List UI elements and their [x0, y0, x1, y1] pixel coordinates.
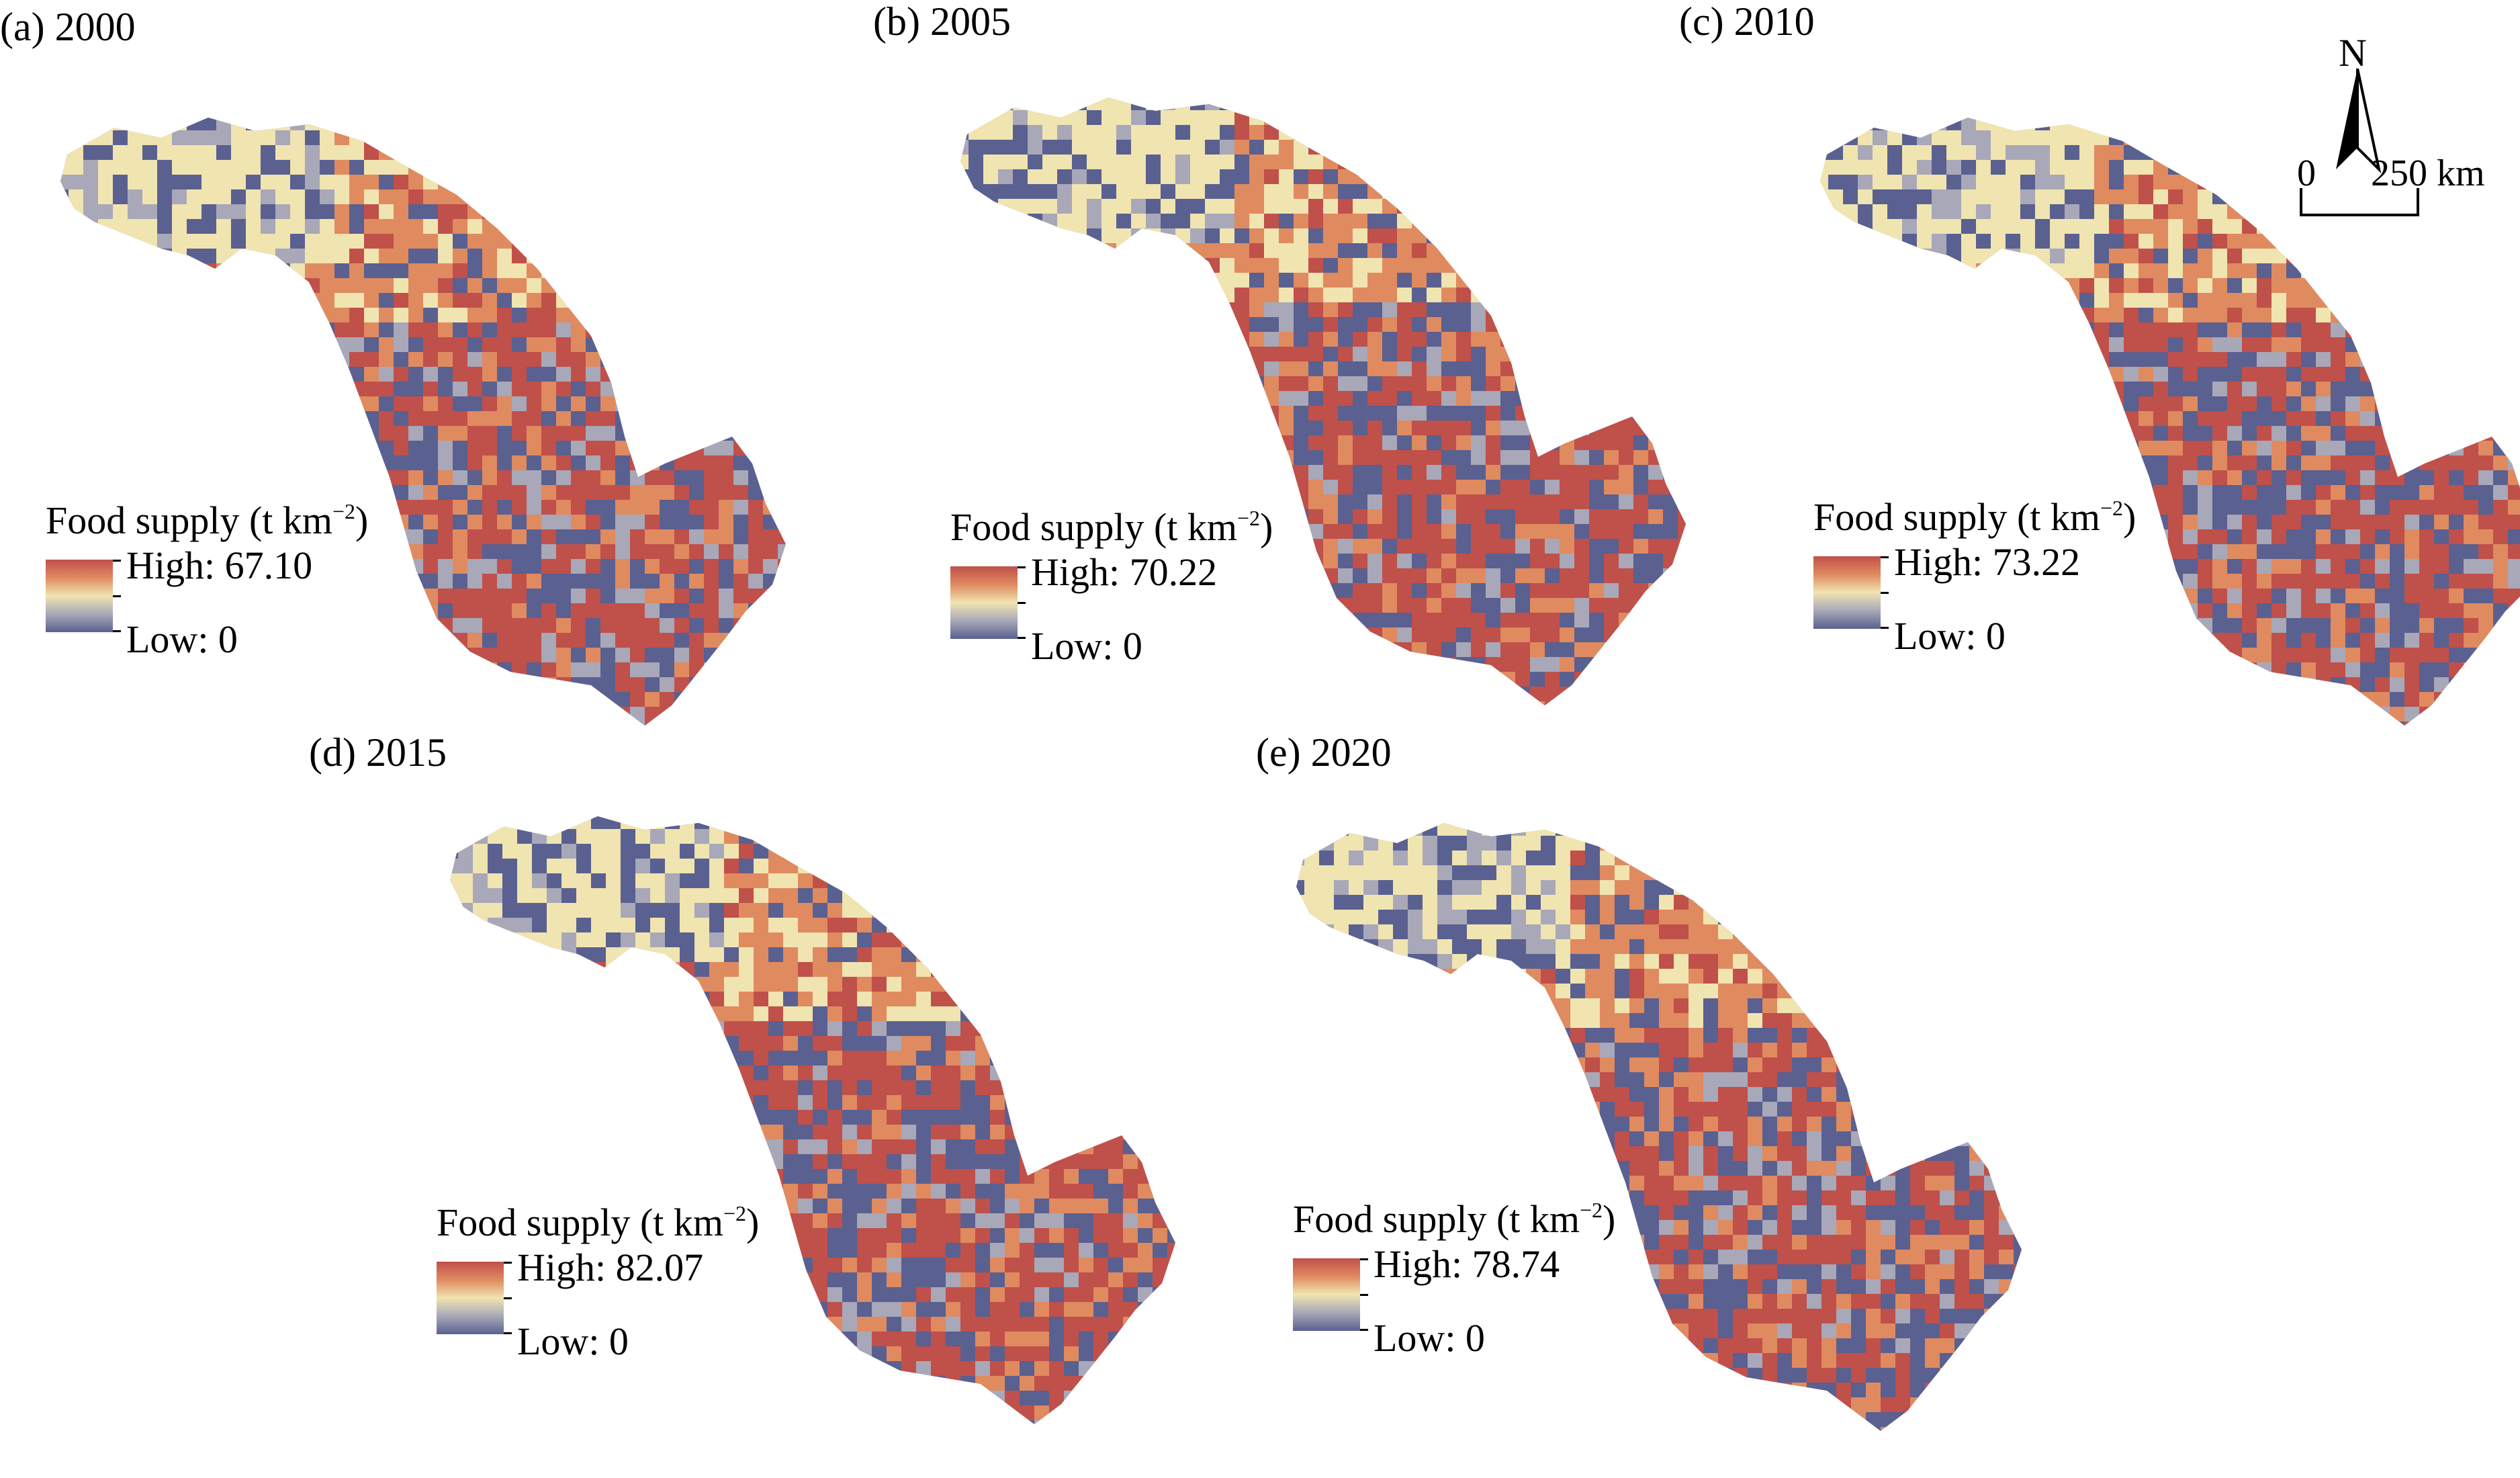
food-supply-map: [1290, 806, 2096, 1478]
legend: Food supply (t km−2) High: 78.74 Low: 0: [1293, 1199, 1763, 1374]
legend-color-ramp: [1293, 1258, 1360, 1331]
legend-tick-mid: [504, 1297, 512, 1299]
legend-high-label: High: 67.10: [126, 546, 312, 585]
legend-color-ramp: [46, 560, 113, 632]
legend-high-label: High: 78.74: [1374, 1245, 1560, 1284]
legend-title: Food supply (t km−2): [1813, 497, 2136, 537]
panel-title: (b) 2005: [873, 1, 1011, 42]
legend-high-label: High: 73.22: [1894, 543, 2080, 582]
legend-tick-low: [1881, 627, 1889, 629]
map-figure: (a) 2000 Food supply (t km−2) High: 67.1…: [0, 0, 2520, 1381]
legend-low-label: Low: 0: [1374, 1319, 1485, 1358]
legend-tick-mid: [1360, 1294, 1368, 1296]
scale-bar: 0 250 km: [2297, 155, 2519, 235]
panel-title: (d) 2015: [309, 732, 447, 773]
legend-title: Food supply (t km−2): [950, 507, 1273, 547]
legend-low-label: Low: 0: [1894, 617, 2006, 656]
legend-tick-high: [1018, 566, 1026, 568]
panel-title: (e) 2020: [1256, 732, 1392, 773]
legend-tick-mid: [1881, 592, 1889, 594]
legend-tick-high: [504, 1262, 512, 1264]
legend-high-label: High: 70.22: [1031, 553, 1217, 592]
legend-tick-mid: [1018, 602, 1026, 604]
legend-tick-high: [1881, 556, 1889, 558]
panel-2000: (a) 2000 Food supply (t km−2) High: 67.1…: [0, 0, 806, 672]
legend: Food supply (t km−2) High: 73.22 Low: 0: [1813, 497, 2284, 672]
legend-color-ramp: [1813, 556, 1881, 629]
legend-title: Food supply (t km−2): [46, 501, 368, 540]
legend-low-label: Low: 0: [517, 1322, 629, 1361]
legend-color-ramp: [437, 1262, 504, 1334]
legend: Food supply (t km−2) High: 82.07 Low: 0: [437, 1203, 907, 1377]
legend-tick-low: [1360, 1329, 1368, 1331]
panel-title: (a) 2000: [0, 7, 136, 47]
legend-tick-high: [113, 560, 121, 562]
legend-tick-low: [1018, 637, 1026, 639]
legend-color-ramp: [950, 566, 1018, 639]
north-label: N: [2339, 34, 2367, 73]
legend-tick-low: [504, 1332, 512, 1334]
legend-tick-mid: [113, 595, 121, 597]
panel-2015: (d) 2015 Food supply (t km−2) High: 82.0…: [309, 732, 1115, 1404]
scale-end-label: 250 km: [2371, 155, 2485, 192]
legend-title: Food supply (t km−2): [1293, 1199, 1615, 1239]
panel-2005: (b) 2005 Food supply (t km−2) High: 70.2…: [873, 0, 1679, 672]
legend-title: Food supply (t km−2): [437, 1203, 759, 1242]
legend-low-label: Low: 0: [1031, 627, 1142, 666]
legend-low-label: Low: 0: [126, 620, 238, 659]
scale-start-label: 0: [2297, 155, 2316, 192]
panel-title: (c) 2010: [1679, 1, 1815, 42]
legend-tick-low: [113, 630, 121, 632]
legend: Food supply (t km−2) High: 70.22 Low: 0: [950, 507, 1421, 682]
legend-high-label: High: 82.07: [517, 1248, 703, 1287]
legend-tick-high: [1360, 1258, 1368, 1260]
legend: Food supply (t km−2) High: 67.10 Low: 0: [46, 501, 516, 675]
panel-2020: (e) 2020 Food supply (t km−2) High: 78.7…: [1256, 732, 2062, 1404]
